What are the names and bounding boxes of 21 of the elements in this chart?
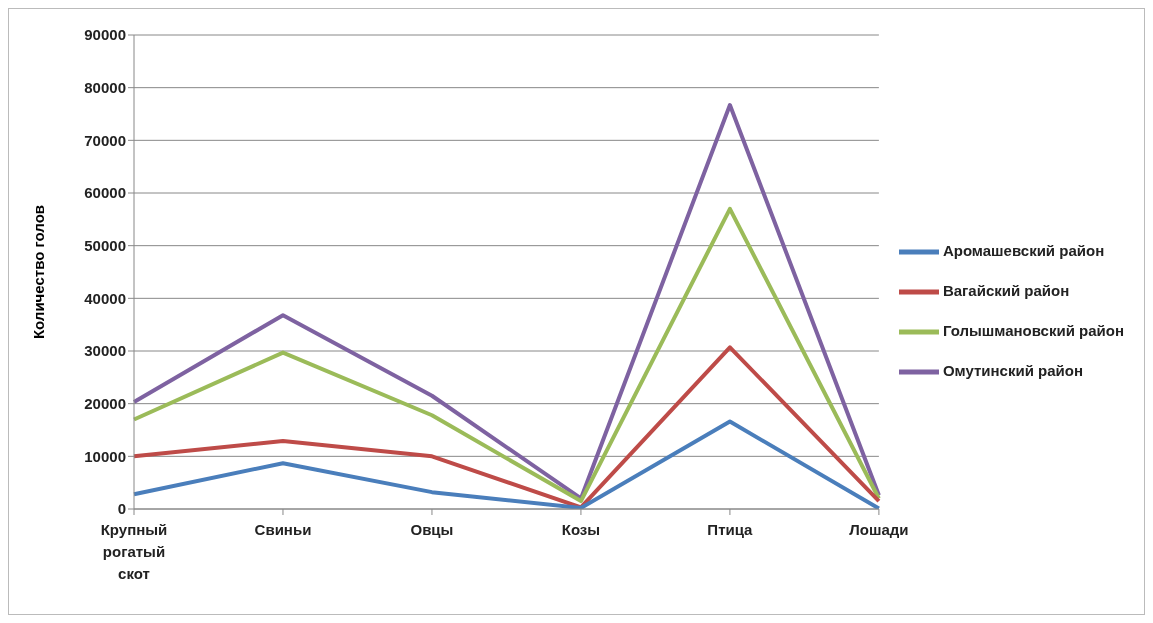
legend-label: Омутинский район: [942, 361, 1084, 379]
y-tick-label: 30000: [84, 342, 126, 360]
y-tick-label: 80000: [84, 78, 126, 96]
x-tick-label: Козы: [561, 521, 601, 538]
y-tick-label: 50000: [84, 236, 126, 254]
x-tick-label: Овцы: [410, 521, 454, 538]
legend-label: Голышмановский район: [942, 321, 1124, 339]
y-axis-title: Количество голов: [30, 204, 48, 340]
y-tick-label: 90000: [84, 26, 126, 44]
y-tick-label: 0: [117, 500, 126, 518]
x-tick-label: Птица: [707, 521, 754, 538]
y-tick-label: 10000: [84, 447, 126, 465]
legend-label: Аромашевский район: [942, 241, 1105, 259]
y-tick-label: 40000: [84, 289, 126, 307]
x-tick-label: Свиньи: [254, 521, 312, 538]
y-tick-label: 70000: [84, 131, 126, 149]
y-tick-label: 20000: [84, 394, 126, 412]
y-tick-label: 60000: [84, 184, 126, 202]
legend-label: Вагайский район: [942, 281, 1070, 299]
x-tick-label: Крупный рогатый скот: [100, 521, 168, 582]
x-tick-label: Лошади: [849, 521, 909, 538]
